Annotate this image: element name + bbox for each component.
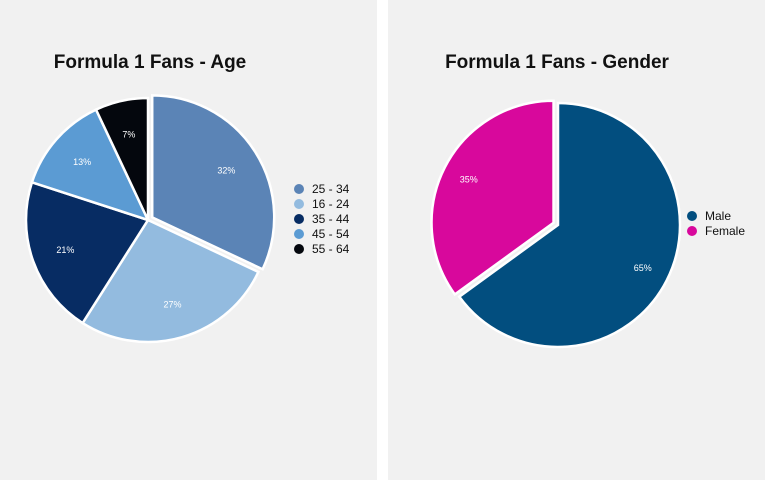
age-slice-55-64: [94, 96, 150, 221]
gender-chart-title: Formula 1 Fans - Gender: [445, 52, 669, 73]
age-pie-chart: 32% 27% 21% 13% 7%: [24, 94, 276, 344]
age-legend-swatch: [294, 228, 304, 239]
gender-legend: Male Female: [687, 208, 745, 238]
gender-legend-swatch: [687, 210, 697, 221]
age-legend-label: 16 - 24: [312, 196, 350, 211]
age-data-label-25-34: 32%: [217, 165, 235, 175]
gender-data-label-male: 65%: [634, 263, 652, 273]
age-chart-title: Formula 1 Fans - Age: [53, 52, 247, 73]
age-data-label-55-64: 7%: [122, 129, 135, 139]
age-legend-label: 25 - 34: [312, 181, 350, 196]
gender-legend-label: Female: [705, 223, 746, 238]
age-slice-35-44: [24, 180, 150, 325]
age-legend-label: 35 - 44: [312, 211, 350, 226]
gender-slice-male: [457, 101, 682, 349]
age-slice-25-34: [150, 94, 276, 271]
gender-chart-panel: Formula 1 Fans - Gender 65% 35% Male Femal…: [388, 0, 765, 480]
age-legend-swatch: [294, 243, 304, 254]
gender-pie-chart: 65% 35%: [430, 99, 682, 349]
age-legend-item-35-44: 35 - 44: [294, 211, 349, 226]
age-legend-label: 45 - 54: [312, 226, 350, 241]
age-legend-swatch: [294, 183, 304, 194]
age-legend-swatch: [294, 213, 304, 224]
age-slice-45-54: [30, 107, 151, 223]
age-legend-label: 55 - 64: [312, 241, 350, 256]
panel-divider: [377, 0, 388, 480]
gender-legend-item-female: Female: [687, 223, 745, 238]
age-legend-swatch: [294, 198, 304, 209]
age-legend: 25 - 34 16 - 24 35 - 44 45 - 54 55 - 64: [294, 181, 349, 256]
age-legend-item-16-24: 16 - 24: [294, 196, 349, 211]
gender-data-label-female: 35%: [460, 175, 478, 185]
age-data-label-45-54: 13%: [73, 157, 91, 167]
gender-legend-item-male: Male: [687, 208, 745, 223]
age-data-label-16-24: 27%: [163, 299, 181, 309]
gender-legend-swatch: [687, 225, 697, 236]
age-legend-item-55-64: 55 - 64: [294, 241, 349, 256]
age-legend-item-25-34: 25 - 34: [294, 181, 349, 196]
gender-legend-label: Male: [705, 208, 732, 223]
age-chart-panel: Formula 1 Fans - Age 32% 27% 21% 13% 7% 25 -…: [0, 0, 377, 480]
age-legend-item-45-54: 45 - 54: [294, 226, 349, 241]
age-slice-16-24: [80, 218, 261, 344]
age-data-label-35-44: 21%: [56, 245, 74, 255]
gender-slice-female: [430, 99, 555, 297]
